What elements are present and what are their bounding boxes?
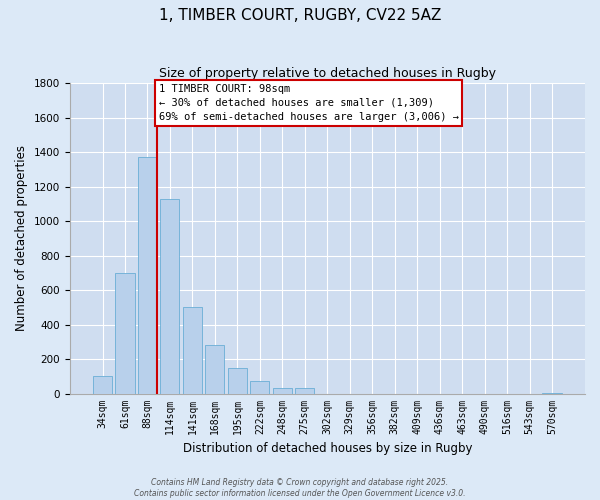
Title: Size of property relative to detached houses in Rugby: Size of property relative to detached ho… (159, 68, 496, 80)
Bar (295, 388, 314, 394)
Y-axis label: Number of detached properties: Number of detached properties (15, 146, 28, 332)
Bar (93, 376, 112, 394)
Bar (138, 157, 157, 394)
Bar (250, 382, 269, 394)
Bar (228, 368, 247, 394)
Bar (542, 392, 562, 394)
Bar (183, 308, 202, 394)
Bar (115, 273, 134, 394)
X-axis label: Distribution of detached houses by size in Rugby: Distribution of detached houses by size … (182, 442, 472, 455)
Bar (160, 198, 179, 394)
Text: Contains HM Land Registry data © Crown copyright and database right 2025.
Contai: Contains HM Land Registry data © Crown c… (134, 478, 466, 498)
Text: 1, TIMBER COURT, RUGBY, CV22 5AZ: 1, TIMBER COURT, RUGBY, CV22 5AZ (159, 8, 441, 22)
Text: 1 TIMBER COURT: 98sqm
← 30% of detached houses are smaller (1,309)
69% of semi-d: 1 TIMBER COURT: 98sqm ← 30% of detached … (158, 84, 458, 122)
Bar (273, 388, 292, 394)
Bar (205, 346, 224, 394)
